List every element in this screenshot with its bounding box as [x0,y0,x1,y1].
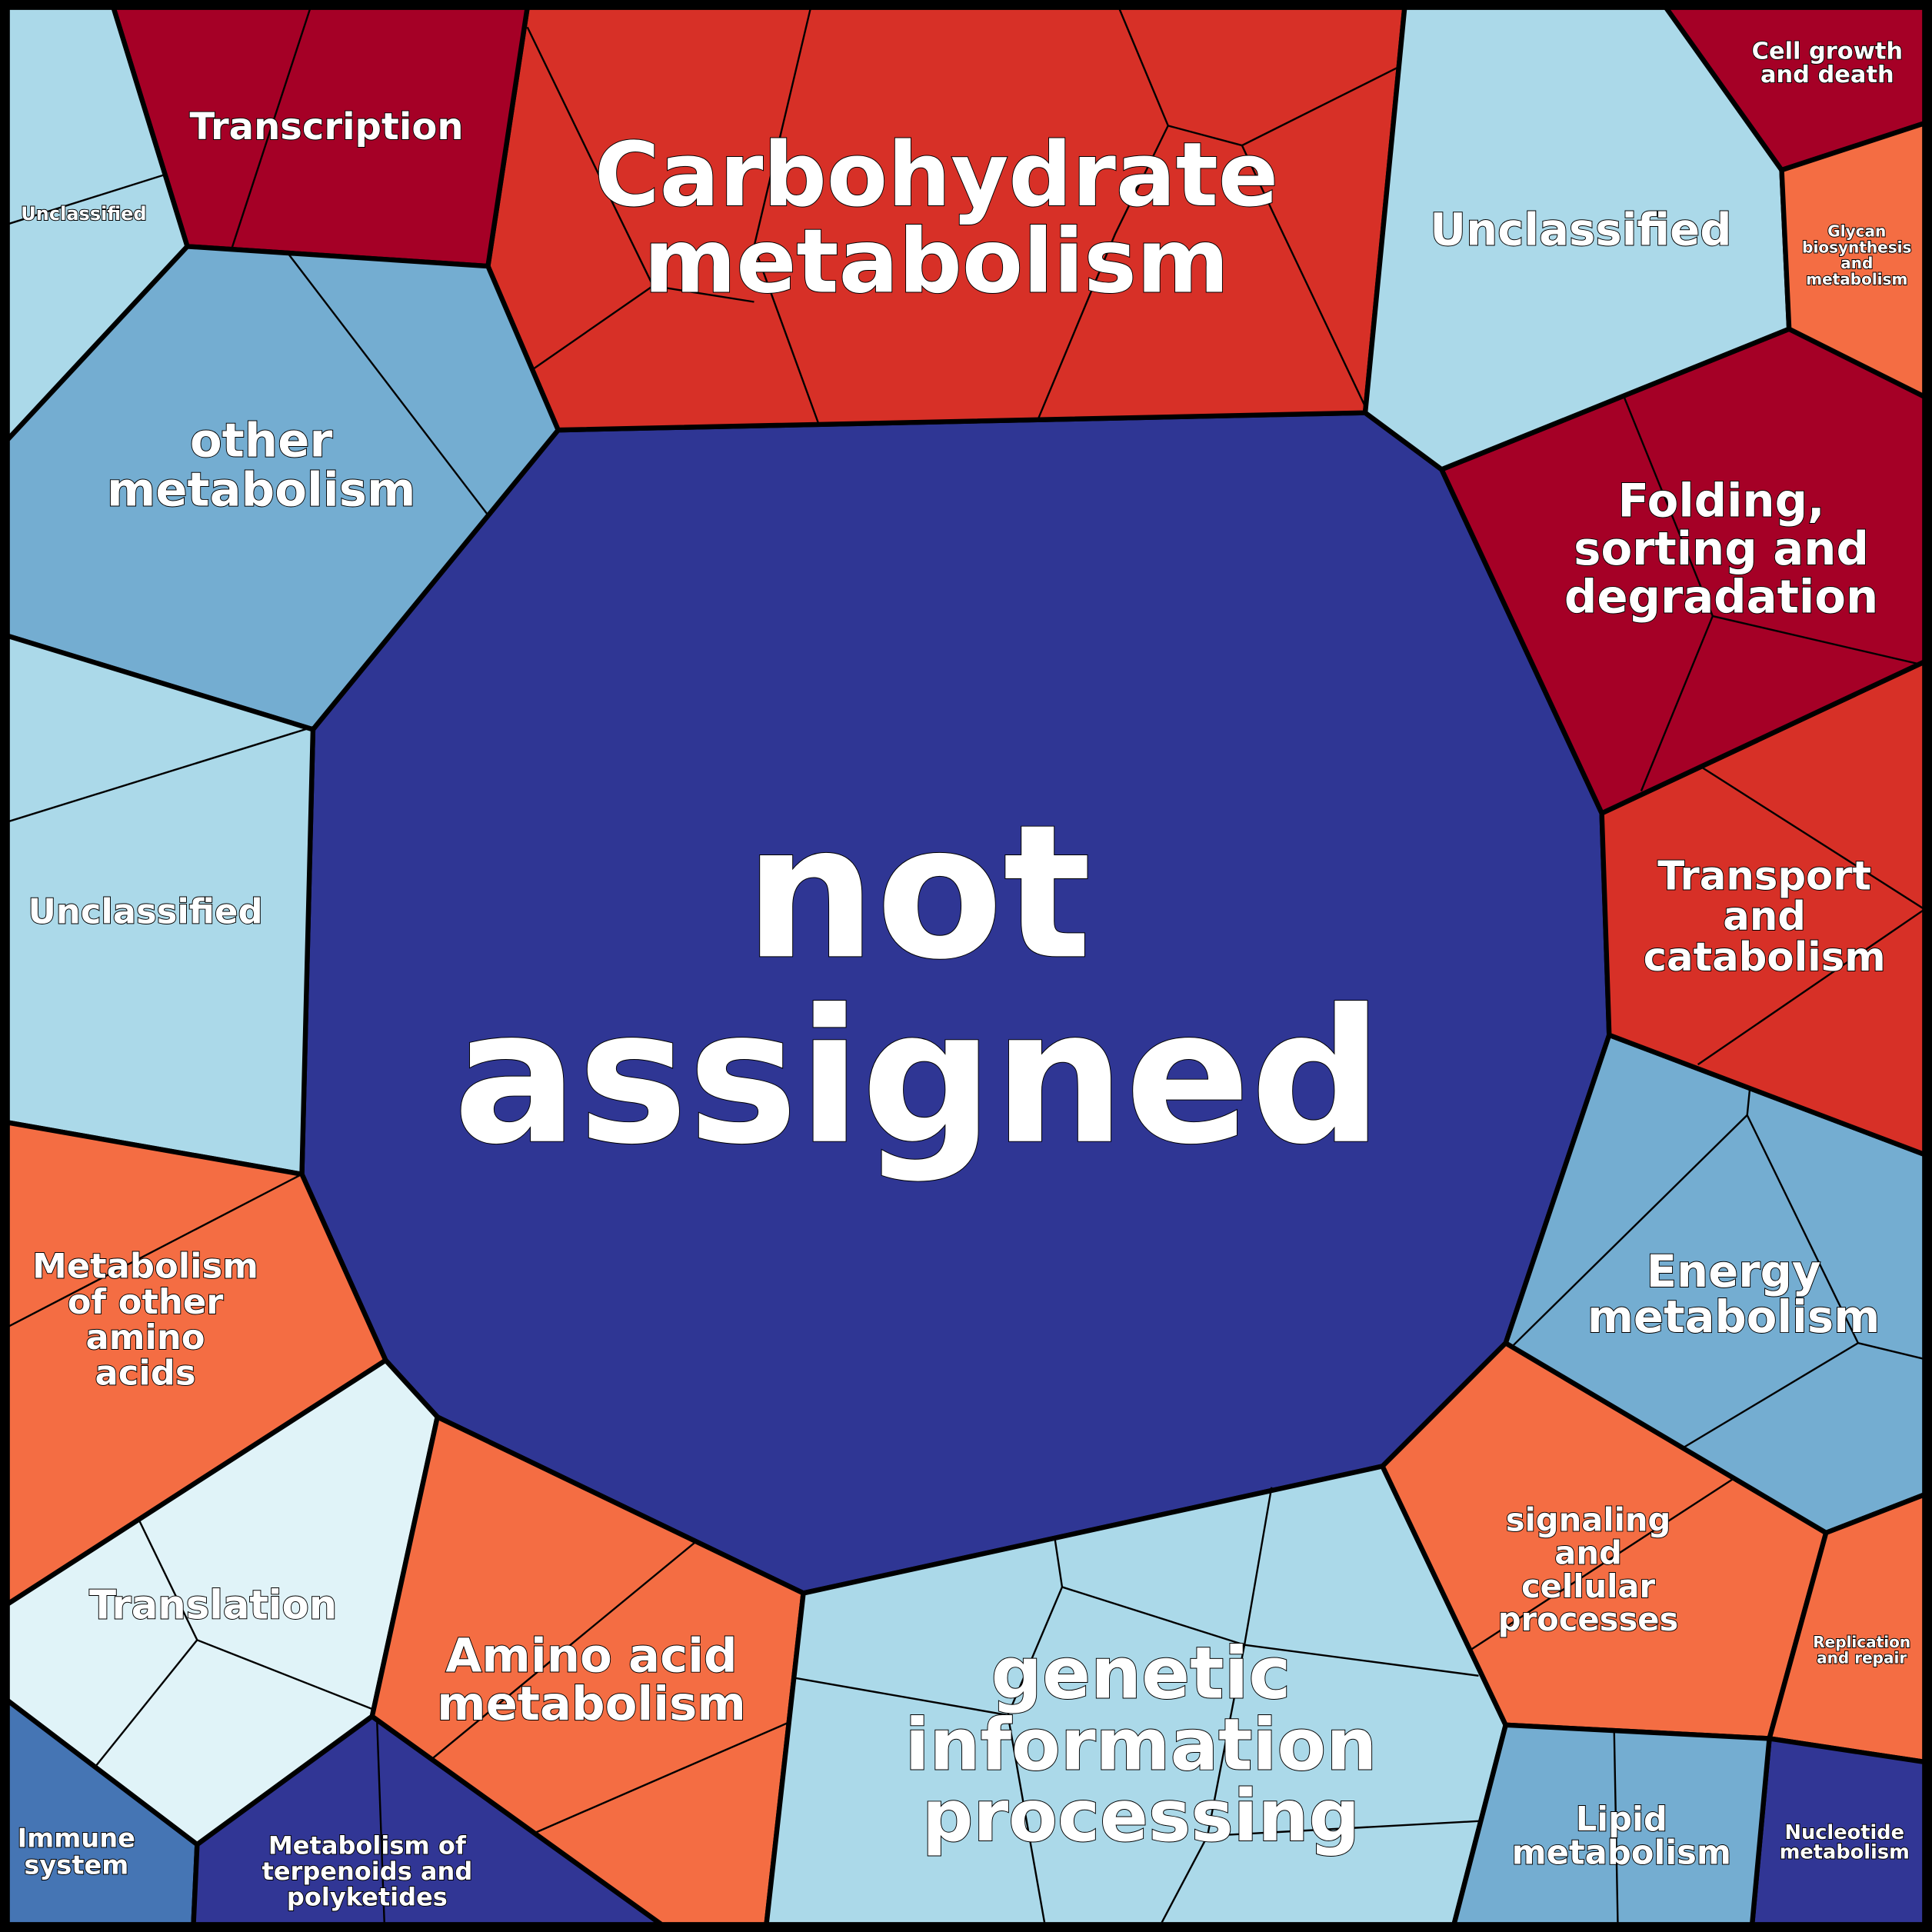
cell-label: Carbohydrate [595,124,1278,227]
sub-cell-border [1682,1342,1859,1449]
sub-cell-border [1241,145,1367,408]
cell-label: Folding, [1618,474,1825,527]
sub-cell-border [753,7,819,423]
cell-label: Glycan [1827,222,1886,240]
cell-label: other [190,413,333,468]
cell-label: and [1723,894,1806,940]
sub-cell-border [1712,615,1925,667]
cell-label: and [1554,1534,1622,1572]
cell-label: Amino acid [445,1629,737,1684]
cell-label: system [24,1850,128,1880]
cell-label: Unclassified [28,891,263,932]
cell-label: Metabolism of [268,1830,467,1860]
cell-label: Replication [1813,1633,1910,1651]
cell-label: assigned [453,970,1383,1185]
cell-label: metabolism [437,1677,746,1731]
sub-cell-border [1244,1644,1479,1677]
sub-cell-border [231,7,311,249]
cell-label: Transcription [189,105,463,148]
sub-cell-border [1746,1090,1925,1361]
sub-cell-border [376,1721,386,1925]
cell-label: sorting and [1574,522,1869,575]
sub-cell-border [533,1721,789,1834]
cell-label: biosynthesis [1802,238,1911,256]
cell-label: and repair [1817,1649,1907,1667]
cell-label: polyketides [287,1883,448,1912]
cell-label: processes [1498,1601,1678,1638]
cell-label: metabolism [1806,270,1907,288]
cell-label: and [1840,254,1873,272]
sub-cell-border [95,1639,198,1767]
cell-label: cellular [1521,1567,1655,1605]
cell-label: degradation [1564,570,1878,623]
cell-label: Transport [1657,853,1871,899]
sub-cell-border [795,1677,1008,1717]
sub-cell-border [287,253,489,516]
sub-cell-border [1467,1477,1734,1652]
cell-group [485,5,1407,433]
cell-label: Metabolism [32,1245,258,1286]
cell-label: Immune [18,1823,135,1853]
sub-cell-border [526,26,655,287]
sub-cell-border [7,726,314,823]
cell-label: genetic [991,1631,1291,1714]
cell-label: and death [1760,62,1894,88]
sub-cell-border [1118,7,1398,147]
sub-cell-border [7,1173,303,1328]
cell-label: Nucleotide [1785,1821,1904,1844]
cell-label: Translation [89,1583,337,1629]
sub-cell-border [1613,1728,1619,1925]
cell-label: metabolism [644,210,1229,313]
cell-label: Energy [1647,1245,1821,1297]
sub-cell-border [1038,125,1169,418]
cell-label: amino [85,1317,205,1357]
sub-cell-border [1512,1114,1748,1347]
cell-label: of other [68,1281,224,1322]
cell-label: metabolism [1512,1834,1731,1872]
cell-label: metabolism [1587,1291,1880,1343]
cell-label: terpenoids and [262,1857,473,1886]
sub-cell-border [1207,1820,1479,1837]
cell-label: Unclassified [21,203,146,225]
cell-label: Unclassified [1430,203,1731,255]
cell-label: processing [922,1774,1360,1857]
cell-label: information [905,1703,1377,1786]
cell-label: catabolism [1644,934,1886,981]
cell-label: Cell growth [1752,38,1903,65]
cell-label: acids [95,1353,196,1394]
cell-label: signaling [1506,1501,1671,1538]
sub-cell-border [7,174,165,225]
sub-cell-border [430,1541,697,1760]
cell-label: not [744,784,1091,1000]
cell-label: metabolism [107,462,416,517]
cell-label: metabolism [1780,1840,1910,1864]
cell-label: Lipid [1576,1800,1667,1839]
sub-cell-border [1007,1537,1064,1925]
